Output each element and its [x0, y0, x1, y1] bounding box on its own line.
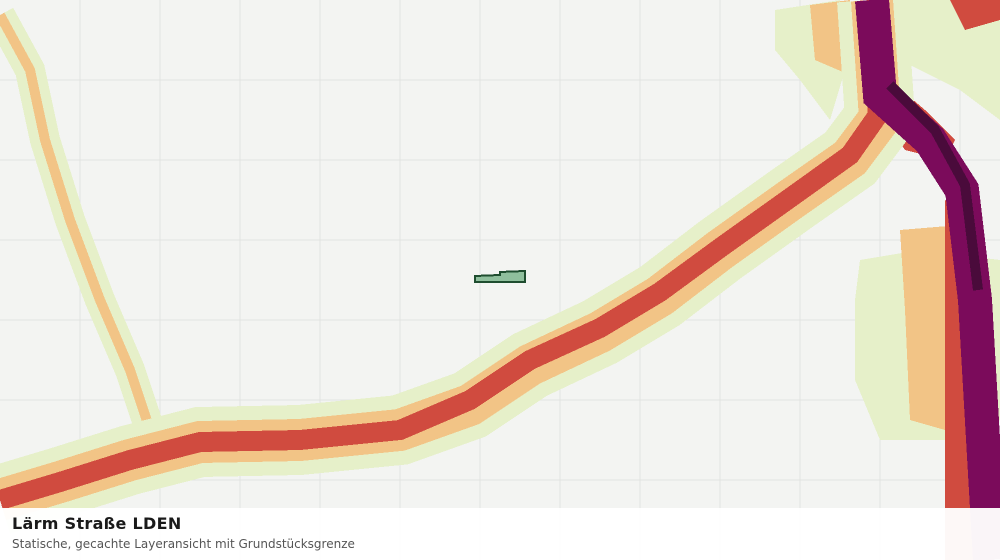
- motorway-noise: [855, 0, 1000, 560]
- main-road-noise: [0, 0, 916, 534]
- minor-road-noise: [0, 7, 165, 435]
- map-footer: Lärm Straße LDEN Statische, gecachte Lay…: [0, 508, 1000, 560]
- map-title: Lärm Straße LDEN: [12, 514, 182, 533]
- parcel-boundary: [474, 269, 526, 283]
- map-subtitle: Statische, gecachte Layeransicht mit Gru…: [12, 537, 355, 551]
